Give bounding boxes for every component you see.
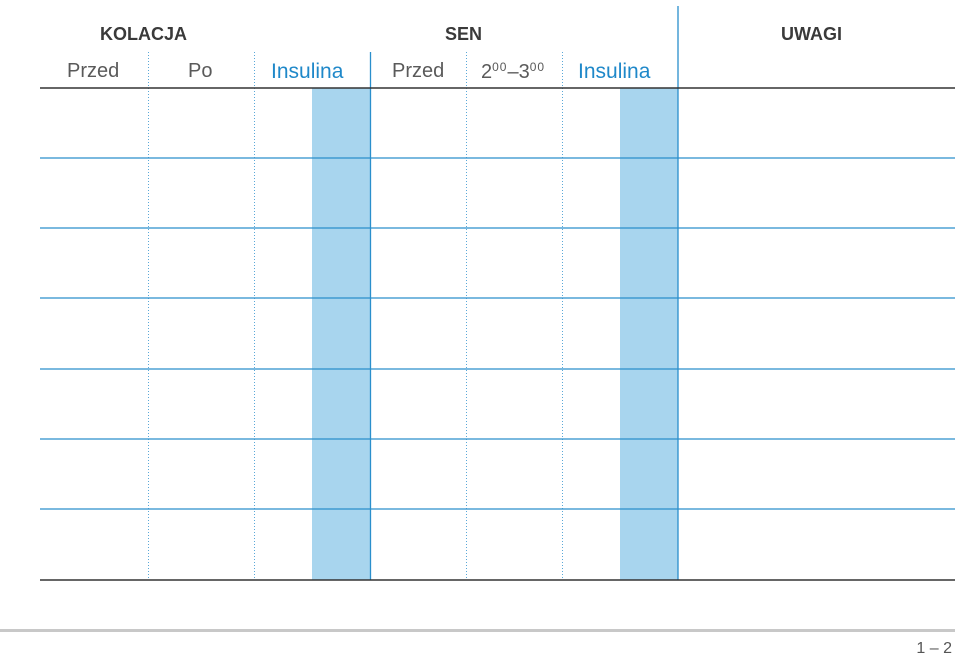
dotted-column-separators	[148, 52, 563, 580]
col-night-time: 200–300	[481, 60, 545, 84]
row-lines	[40, 157, 955, 510]
night-time-dash: –	[507, 61, 519, 83]
col-dinner-before: Przed	[67, 60, 120, 82]
section-separators	[369, 6, 679, 580]
section-title-notes: UWAGI	[781, 24, 842, 44]
dinner-insulin-column-fill	[312, 88, 370, 580]
night-time-start: 2	[481, 61, 493, 83]
night-time-end: 3	[518, 61, 530, 83]
page-number: 1 – 2	[916, 640, 952, 657]
section-title-sleep: SEN	[445, 24, 483, 44]
night-time-start-minutes: 00	[492, 60, 508, 74]
col-sleep-insulin: Insulina	[578, 60, 651, 83]
col-dinner-insulin: Insulina	[271, 60, 344, 83]
footer-rule	[0, 629, 955, 632]
col-dinner-after: Po	[188, 60, 213, 82]
night-time-end-minutes: 00	[529, 60, 546, 74]
section-title-dinner: KOLACJA	[100, 24, 188, 44]
sleep-insulin-column-fill	[620, 88, 678, 580]
col-sleep-before: Przed	[392, 60, 445, 82]
